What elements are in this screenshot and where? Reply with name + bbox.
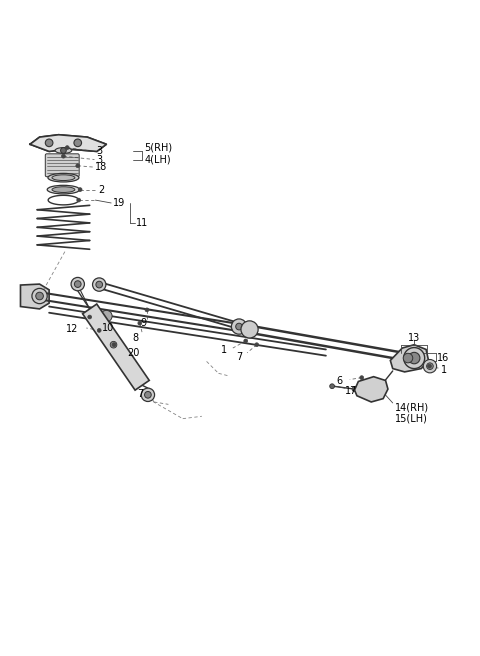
Circle shape	[88, 315, 92, 319]
Circle shape	[428, 364, 432, 368]
Circle shape	[427, 363, 433, 369]
FancyBboxPatch shape	[45, 154, 79, 176]
Circle shape	[71, 277, 84, 291]
Circle shape	[74, 139, 82, 147]
Circle shape	[97, 329, 101, 333]
Circle shape	[408, 352, 420, 364]
Circle shape	[101, 310, 112, 322]
Circle shape	[77, 198, 81, 202]
Text: 17: 17	[345, 386, 358, 396]
Circle shape	[74, 281, 81, 287]
Polygon shape	[355, 377, 388, 402]
Text: 3: 3	[96, 146, 102, 156]
Circle shape	[145, 308, 149, 312]
Circle shape	[32, 289, 47, 304]
Circle shape	[372, 386, 380, 396]
Text: 3: 3	[96, 155, 102, 165]
Text: 5(RH)
4(LH): 5(RH) 4(LH)	[144, 142, 173, 164]
Polygon shape	[30, 134, 107, 152]
Text: 13: 13	[408, 333, 420, 342]
Circle shape	[144, 392, 151, 398]
Text: 12: 12	[66, 324, 79, 334]
Circle shape	[93, 278, 106, 291]
Circle shape	[110, 341, 117, 348]
Circle shape	[244, 339, 248, 343]
Circle shape	[45, 139, 53, 147]
Polygon shape	[390, 344, 429, 372]
Circle shape	[36, 292, 43, 300]
Circle shape	[76, 164, 80, 168]
Text: 8: 8	[132, 333, 138, 344]
Text: 18: 18	[96, 162, 108, 172]
Text: 2: 2	[98, 184, 104, 195]
Ellipse shape	[52, 174, 75, 180]
Polygon shape	[21, 284, 49, 309]
Circle shape	[60, 148, 66, 154]
Circle shape	[138, 321, 142, 325]
Circle shape	[352, 386, 357, 392]
Circle shape	[403, 354, 413, 363]
Circle shape	[61, 154, 65, 158]
Ellipse shape	[47, 185, 80, 194]
Circle shape	[78, 188, 82, 192]
Circle shape	[96, 281, 103, 288]
Text: 6: 6	[336, 377, 343, 386]
Circle shape	[330, 384, 335, 388]
Circle shape	[141, 388, 155, 401]
Ellipse shape	[55, 148, 72, 154]
Circle shape	[423, 359, 437, 373]
Circle shape	[65, 146, 69, 150]
Text: 1: 1	[442, 365, 447, 375]
Text: 16: 16	[437, 352, 449, 363]
Polygon shape	[83, 304, 149, 390]
Text: 10: 10	[102, 323, 114, 333]
Ellipse shape	[52, 187, 75, 192]
Text: 7: 7	[236, 352, 242, 361]
Text: 1: 1	[221, 346, 227, 356]
Circle shape	[236, 323, 242, 330]
Text: 20: 20	[127, 348, 139, 358]
Text: 7: 7	[137, 389, 143, 399]
Circle shape	[360, 376, 364, 380]
Circle shape	[231, 319, 247, 334]
Text: 19: 19	[113, 198, 125, 208]
Circle shape	[360, 385, 368, 394]
Text: 9: 9	[141, 318, 147, 328]
Ellipse shape	[48, 173, 79, 182]
Circle shape	[112, 343, 116, 346]
Circle shape	[404, 348, 425, 369]
Circle shape	[255, 343, 259, 346]
Circle shape	[241, 321, 258, 338]
Text: 11: 11	[136, 218, 148, 228]
Text: 14(RH)
15(LH): 14(RH) 15(LH)	[395, 402, 429, 424]
